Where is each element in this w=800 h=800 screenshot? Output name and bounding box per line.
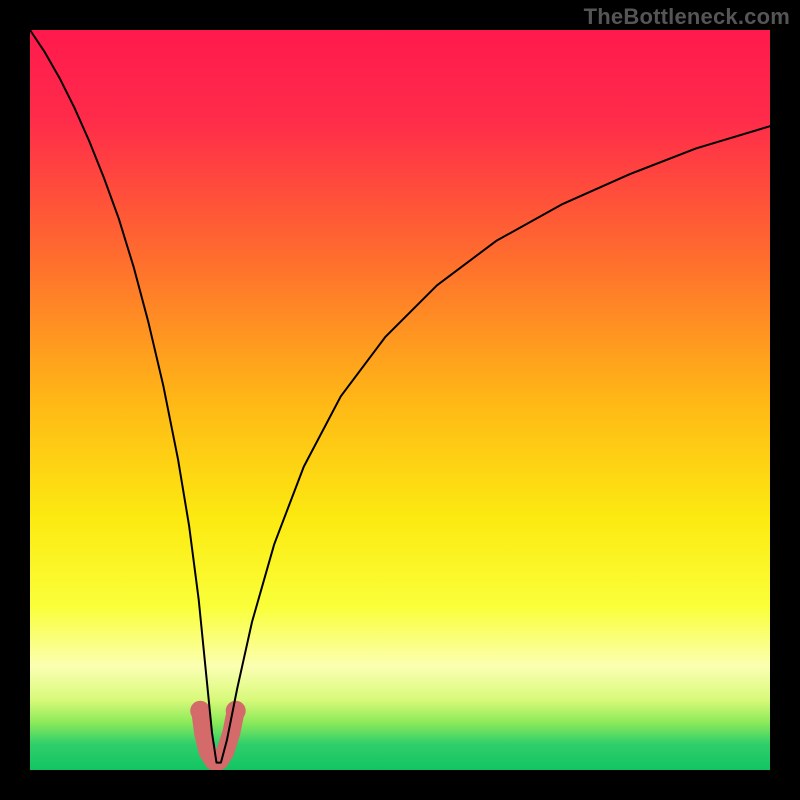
- optimal-range-left-dot: [190, 701, 210, 721]
- chart-frame: TheBottleneck.com: [0, 0, 800, 800]
- watermark-label: TheBottleneck.com: [584, 4, 790, 30]
- bottleneck-chart: [0, 0, 800, 800]
- optimal-range-right-dot: [226, 701, 246, 721]
- plot-background: [30, 30, 770, 770]
